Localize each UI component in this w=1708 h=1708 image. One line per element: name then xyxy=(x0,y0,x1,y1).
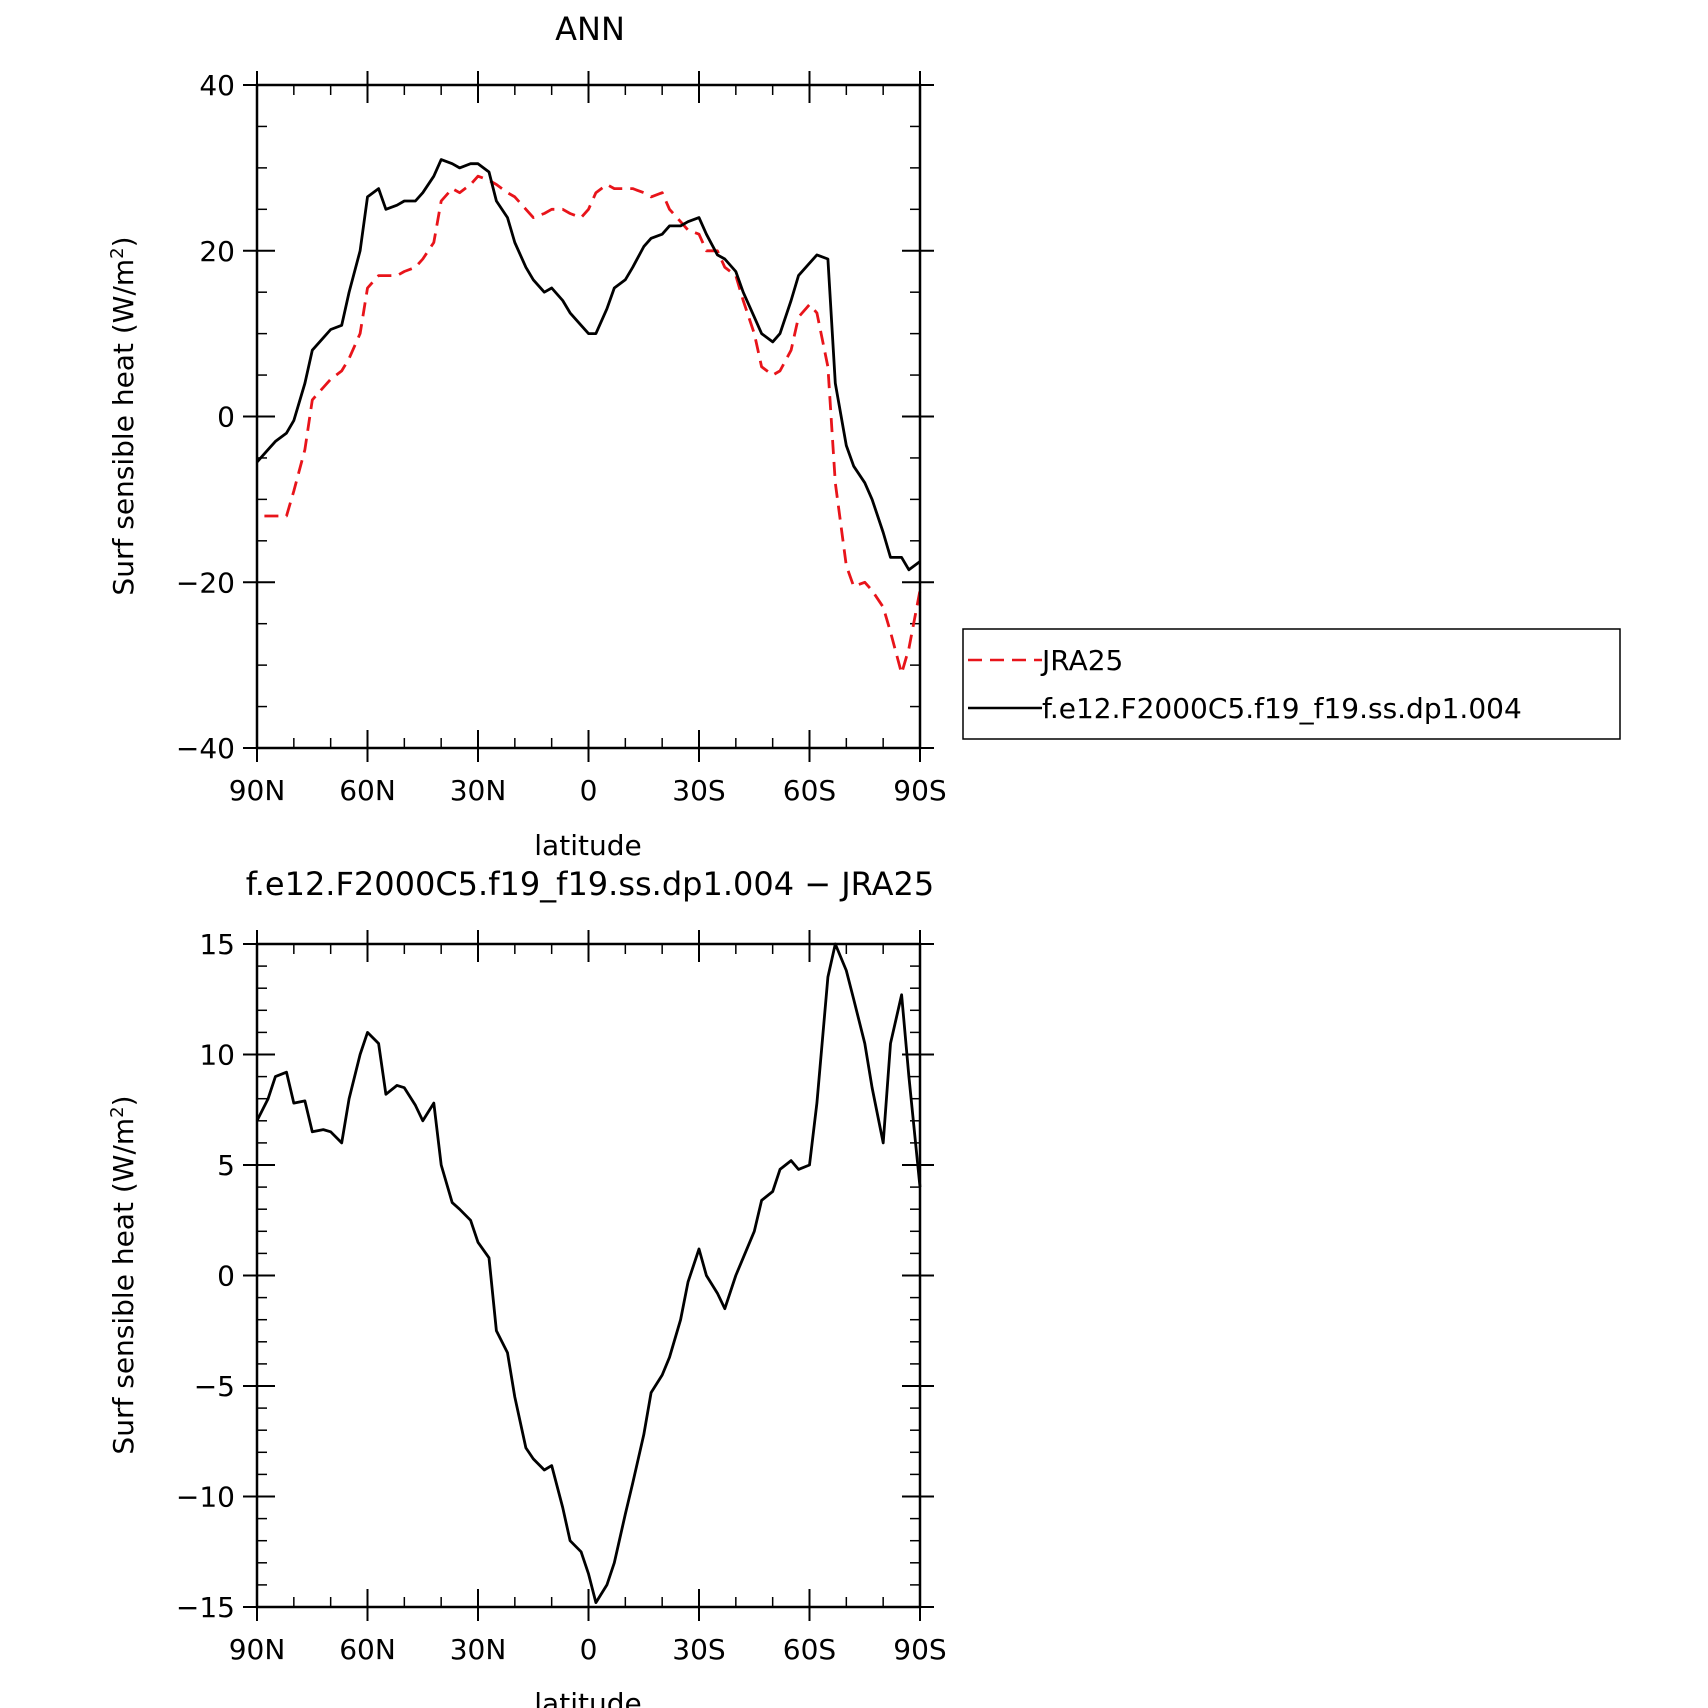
top-y-tick-label: 0 xyxy=(217,401,235,434)
top-y-ticks: 40 20 0 −20 −40 xyxy=(176,69,934,765)
top-y-tick-label: −20 xyxy=(176,566,235,599)
bottom-y-axis-label-close: ) xyxy=(107,1095,140,1106)
bottom-y-axis-label-main: Surf sensible heat (W/m xyxy=(107,1118,140,1455)
bottom-x-tick-label: 90N xyxy=(229,1633,286,1666)
top-y-axis-label-sup: 2 xyxy=(107,247,128,258)
bottom-y-tick-label: 5 xyxy=(217,1149,235,1182)
top-series-line-1 xyxy=(255,158,921,572)
bottom-y-tick-label: −15 xyxy=(176,1591,235,1624)
bottom-chart-panel: f.e12.F2000C5.f19_f19.ss.dp1.004 − JRA25… xyxy=(107,865,947,1708)
bottom-y-tick-label: 0 xyxy=(217,1260,235,1293)
top-x-tick-label: 0 xyxy=(580,774,598,807)
top-plot-frame xyxy=(255,83,922,750)
bottom-x-tick-label: 0 xyxy=(580,1633,598,1666)
bottom-y-tick-label: −5 xyxy=(194,1370,235,1403)
bottom-x-axis-label: latitude xyxy=(534,1687,641,1708)
top-chart-panel: ANN 40 20 0 −20 −40 90N 60N 30N 0 30S 60S 90S lati… xyxy=(107,10,947,862)
top-x-tick-label: 90N xyxy=(229,774,286,807)
bottom-x-tick-label: 30N xyxy=(450,1633,507,1666)
bottom-y-tick-label: 10 xyxy=(199,1039,235,1072)
top-y-tick-label: −40 xyxy=(176,732,235,765)
bottom-y-axis-label: Surf sensible heat (W/m2) xyxy=(107,1095,140,1454)
top-x-tick-label: 60S xyxy=(783,774,836,807)
top-y-tick-label: 20 xyxy=(199,235,235,268)
top-series-line-0 xyxy=(264,174,922,675)
bottom-x-tick-label: 30S xyxy=(672,1633,725,1666)
top-x-ticks: 90N 60N 30N 0 30S 60S 90S xyxy=(229,71,947,807)
bottom-series-group xyxy=(255,942,922,1604)
bottom-x-tick-label: 60N xyxy=(339,1633,396,1666)
bottom-series-line-0 xyxy=(255,942,922,1604)
bottom-y-axis-label-sup: 2 xyxy=(107,1106,128,1117)
bottom-chart-title: f.e12.F2000C5.f19_f19.ss.dp1.004 − JRA25 xyxy=(246,865,934,903)
top-x-tick-label: 60N xyxy=(339,774,396,807)
bottom-y-tick-label: 15 xyxy=(199,928,235,961)
bottom-plot-frame xyxy=(255,942,922,1609)
legend-label-jra25: JRA25 xyxy=(1040,644,1123,677)
bottom-x-ticks: 90N 60N 30N 0 30S 60S 90S xyxy=(229,930,947,1666)
top-y-axis-label: Surf sensible heat (W/m2) xyxy=(107,236,140,595)
top-x-tick-label: 30S xyxy=(672,774,725,807)
bottom-x-tick-label: 90S xyxy=(893,1633,946,1666)
legend: JRA25 f.e12.F2000C5.f19_f19.ss.dp1.004 xyxy=(962,628,1621,740)
top-x-tick-label: 90S xyxy=(893,774,946,807)
top-series-group xyxy=(255,158,922,675)
top-chart-title: ANN xyxy=(555,10,625,48)
top-y-axis-label-main: Surf sensible heat (W/m xyxy=(107,259,140,596)
bottom-x-tick-label: 60S xyxy=(783,1633,836,1666)
top-x-tick-label: 30N xyxy=(450,774,507,807)
bottom-y-ticks: 15 10 5 0 −5 −10 −15 xyxy=(176,928,934,1624)
legend-label-model: f.e12.F2000C5.f19_f19.ss.dp1.004 xyxy=(1042,692,1522,725)
bottom-y-tick-label: −10 xyxy=(176,1481,235,1514)
top-y-tick-label: 40 xyxy=(199,69,235,102)
legend-box xyxy=(962,628,1621,740)
top-y-axis-label-close: ) xyxy=(107,236,140,247)
top-x-axis-label: latitude xyxy=(534,829,641,862)
